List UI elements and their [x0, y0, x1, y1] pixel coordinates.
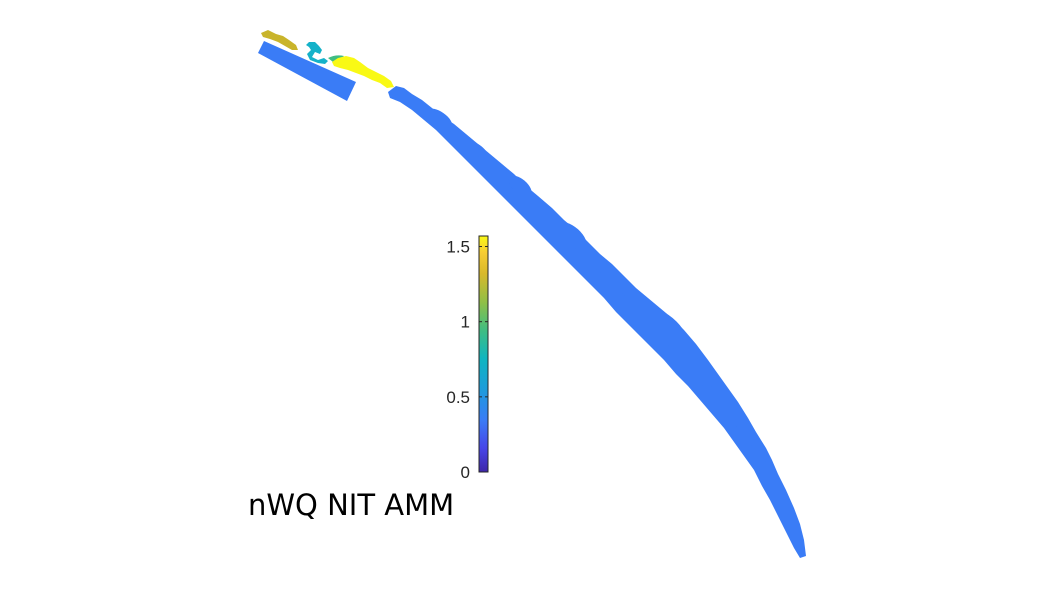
channel-side-lobes: [428, 108, 767, 470]
colorbar-ticks: 0 0.5 1 1.5: [446, 238, 488, 482]
cyan-tributary-branch: [328, 55, 344, 62]
colorbar-tick-label: 0: [461, 463, 470, 482]
colorbar-tick-label: 1.5: [446, 238, 470, 257]
colorbar-tick-label: 0.5: [446, 388, 470, 407]
map-title: nWQ NIT AMM: [248, 488, 454, 522]
yellow-inlet-reach: [332, 56, 394, 88]
colorbar: [478, 235, 489, 473]
offshore-boundary-block: [258, 41, 356, 101]
colorbar-tick-label: 1: [461, 313, 470, 332]
upper-olive-channel: [261, 30, 298, 50]
cyan-tributary: [306, 42, 328, 64]
